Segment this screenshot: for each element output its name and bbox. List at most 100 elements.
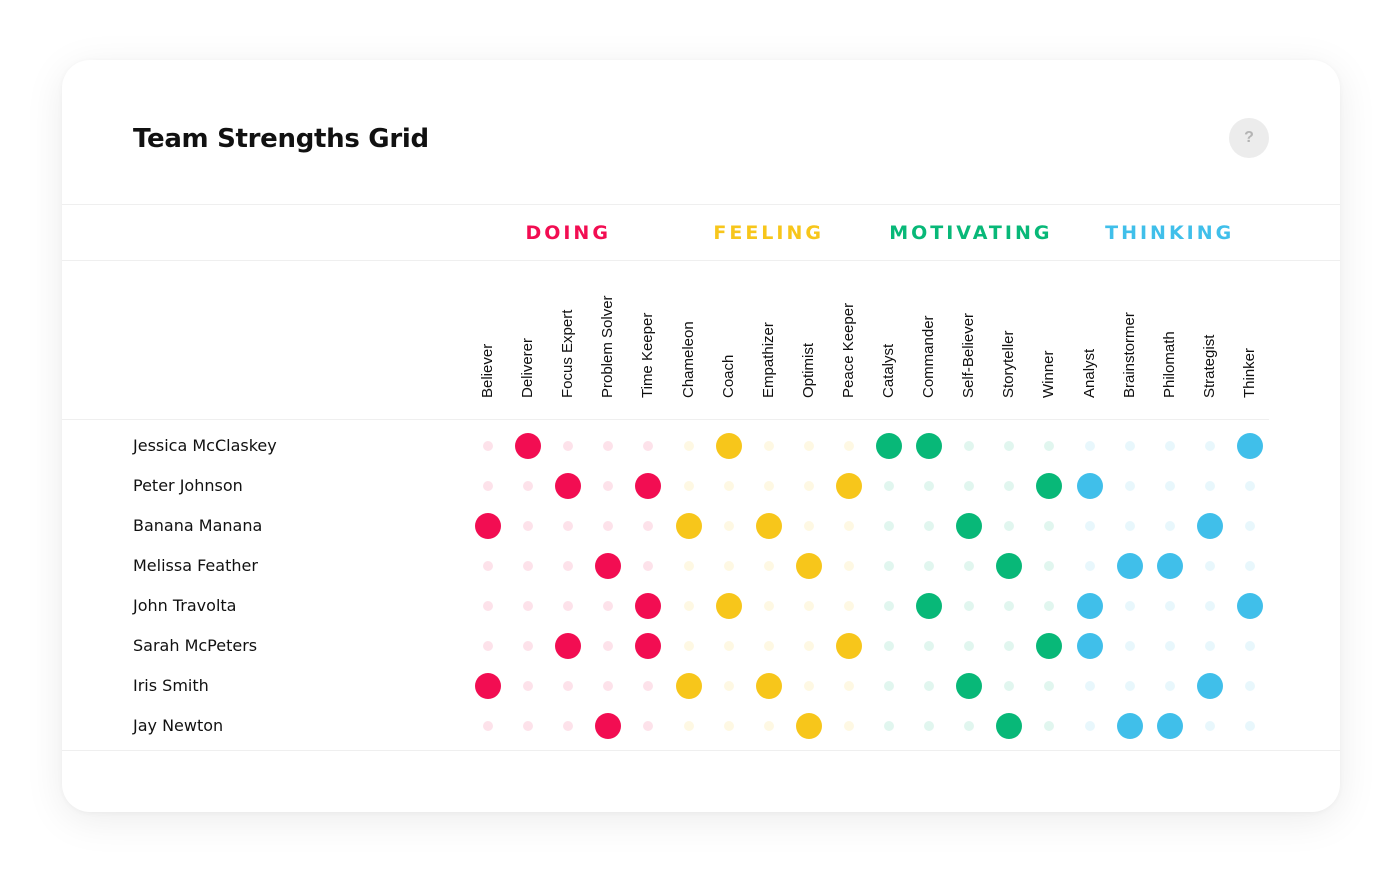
empty-dot-coach[interactable]: [723, 481, 734, 491]
empty-dot-focus-expert[interactable]: [563, 561, 574, 571]
empty-dot-self-believer[interactable]: [964, 641, 975, 651]
empty-dot-empathizer[interactable]: [763, 721, 774, 731]
empty-dot-winner[interactable]: [1044, 721, 1055, 731]
empty-dot-strategist[interactable]: [1204, 641, 1215, 651]
strength-dot-self-believer[interactable]: [956, 673, 983, 699]
empty-dot-empathizer[interactable]: [763, 561, 774, 571]
strength-dot-winner[interactable]: [1036, 633, 1063, 659]
strength-dot-focus-expert[interactable]: [555, 473, 582, 499]
strength-dot-commander[interactable]: [916, 593, 943, 619]
strength-dot-chameleon[interactable]: [675, 513, 702, 539]
empty-dot-problem-solver[interactable]: [603, 641, 614, 651]
strength-dot-chameleon[interactable]: [675, 673, 702, 699]
empty-dot-catalyst[interactable]: [884, 481, 894, 491]
empty-dot-commander[interactable]: [924, 481, 935, 491]
empty-dot-time-keeper[interactable]: [643, 681, 654, 691]
strength-dot-commander[interactable]: [916, 433, 943, 459]
empty-dot-deliverer[interactable]: [523, 601, 534, 611]
strength-dot-believer[interactable]: [475, 673, 501, 699]
empty-dot-peace-keeper[interactable]: [843, 601, 854, 611]
empty-dot-chameleon[interactable]: [683, 641, 694, 651]
empty-dot-chameleon[interactable]: [683, 721, 694, 731]
empty-dot-winner[interactable]: [1044, 681, 1055, 691]
empty-dot-analyst[interactable]: [1084, 681, 1095, 691]
empty-dot-thinker[interactable]: [1244, 561, 1255, 571]
empty-dot-catalyst[interactable]: [884, 721, 894, 731]
empty-dot-coach[interactable]: [723, 681, 734, 691]
empty-dot-brainstormer[interactable]: [1124, 681, 1135, 691]
empty-dot-coach[interactable]: [723, 641, 734, 651]
empty-dot-peace-keeper[interactable]: [843, 441, 854, 451]
empty-dot-problem-solver[interactable]: [603, 481, 614, 491]
empty-dot-winner[interactable]: [1044, 521, 1055, 531]
strength-dot-focus-expert[interactable]: [555, 633, 582, 659]
empty-dot-deliverer[interactable]: [523, 681, 534, 691]
strength-dot-optimist[interactable]: [795, 713, 822, 739]
strength-dot-empathizer[interactable]: [755, 513, 782, 539]
empty-dot-coach[interactable]: [723, 721, 734, 731]
empty-dot-winner[interactable]: [1044, 561, 1055, 571]
empty-dot-philomath[interactable]: [1164, 521, 1175, 531]
strength-dot-analyst[interactable]: [1076, 633, 1103, 659]
empty-dot-time-keeper[interactable]: [643, 521, 654, 531]
empty-dot-self-believer[interactable]: [964, 561, 975, 571]
strength-dot-peace-keeper[interactable]: [835, 473, 862, 499]
empty-dot-thinker[interactable]: [1244, 481, 1255, 491]
empty-dot-chameleon[interactable]: [683, 481, 694, 491]
empty-dot-self-believer[interactable]: [964, 721, 975, 731]
strength-dot-deliverer[interactable]: [515, 433, 542, 459]
empty-dot-catalyst[interactable]: [884, 561, 894, 571]
empty-dot-optimist[interactable]: [803, 601, 814, 611]
empty-dot-commander[interactable]: [924, 561, 935, 571]
strength-dot-storyteller[interactable]: [996, 553, 1023, 579]
empty-dot-believer[interactable]: [483, 641, 493, 651]
empty-dot-empathizer[interactable]: [763, 601, 774, 611]
strength-dot-empathizer[interactable]: [755, 673, 782, 699]
strength-dot-analyst[interactable]: [1076, 473, 1103, 499]
empty-dot-chameleon[interactable]: [683, 441, 694, 451]
strength-dot-brainstormer[interactable]: [1116, 713, 1143, 739]
empty-dot-time-keeper[interactable]: [643, 721, 654, 731]
empty-dot-thinker[interactable]: [1244, 681, 1255, 691]
strength-dot-time-keeper[interactable]: [635, 593, 662, 619]
empty-dot-self-believer[interactable]: [964, 481, 975, 491]
strength-dot-coach[interactable]: [715, 593, 742, 619]
empty-dot-believer[interactable]: [483, 561, 493, 571]
empty-dot-brainstormer[interactable]: [1124, 481, 1135, 491]
empty-dot-thinker[interactable]: [1244, 721, 1255, 731]
empty-dot-commander[interactable]: [924, 641, 935, 651]
empty-dot-philomath[interactable]: [1164, 641, 1175, 651]
empty-dot-problem-solver[interactable]: [603, 521, 614, 531]
empty-dot-storyteller[interactable]: [1004, 441, 1015, 451]
empty-dot-coach[interactable]: [723, 521, 734, 531]
empty-dot-deliverer[interactable]: [523, 561, 534, 571]
empty-dot-philomath[interactable]: [1164, 681, 1175, 691]
empty-dot-believer[interactable]: [483, 601, 493, 611]
empty-dot-brainstormer[interactable]: [1124, 521, 1135, 531]
empty-dot-strategist[interactable]: [1204, 601, 1215, 611]
empty-dot-focus-expert[interactable]: [563, 601, 574, 611]
strength-dot-peace-keeper[interactable]: [835, 633, 862, 659]
empty-dot-focus-expert[interactable]: [563, 521, 574, 531]
strength-dot-time-keeper[interactable]: [635, 473, 662, 499]
strength-dot-philomath[interactable]: [1156, 713, 1183, 739]
strength-dot-storyteller[interactable]: [996, 713, 1023, 739]
empty-dot-storyteller[interactable]: [1004, 521, 1015, 531]
empty-dot-commander[interactable]: [924, 521, 935, 531]
strength-dot-thinker[interactable]: [1236, 593, 1263, 619]
empty-dot-self-believer[interactable]: [964, 601, 975, 611]
empty-dot-believer[interactable]: [483, 721, 493, 731]
empty-dot-self-believer[interactable]: [964, 441, 975, 451]
empty-dot-deliverer[interactable]: [523, 721, 534, 731]
empty-dot-time-keeper[interactable]: [643, 561, 654, 571]
empty-dot-focus-expert[interactable]: [563, 681, 574, 691]
empty-dot-storyteller[interactable]: [1004, 601, 1015, 611]
empty-dot-focus-expert[interactable]: [563, 721, 574, 731]
empty-dot-storyteller[interactable]: [1004, 641, 1015, 651]
empty-dot-catalyst[interactable]: [884, 601, 894, 611]
empty-dot-deliverer[interactable]: [523, 481, 534, 491]
empty-dot-believer[interactable]: [483, 481, 493, 491]
empty-dot-analyst[interactable]: [1084, 521, 1095, 531]
empty-dot-time-keeper[interactable]: [643, 441, 654, 451]
empty-dot-peace-keeper[interactable]: [843, 521, 854, 531]
